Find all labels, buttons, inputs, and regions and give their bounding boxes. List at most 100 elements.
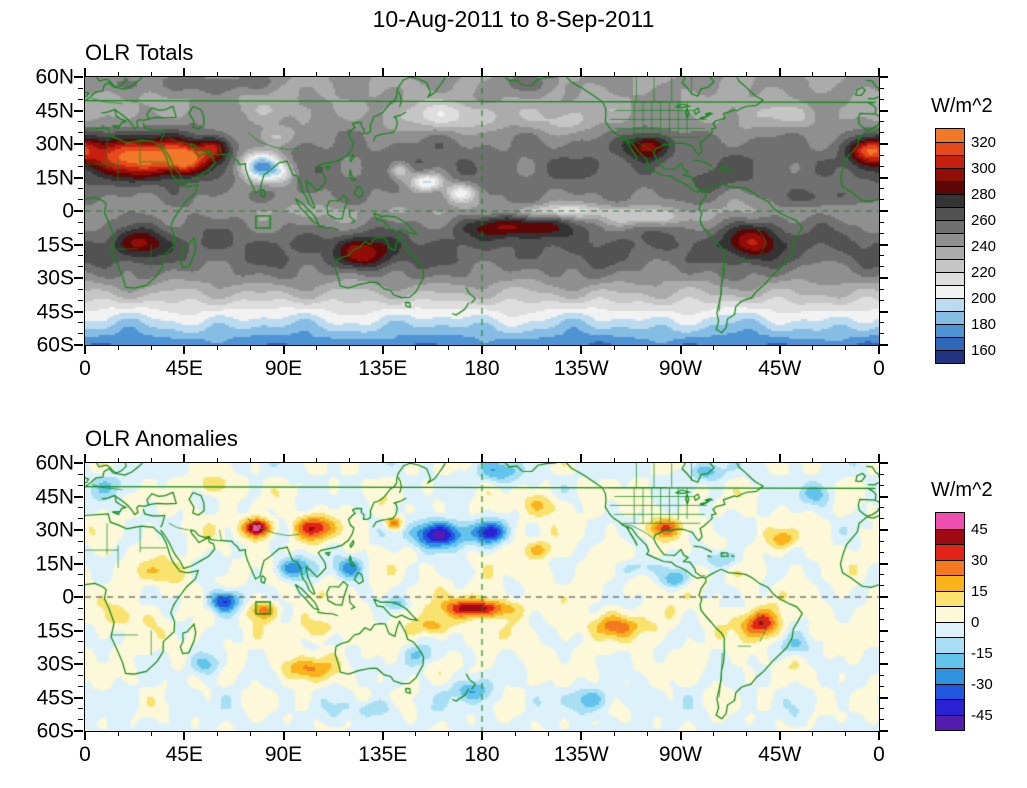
y-axis-tick <box>74 310 83 313</box>
x-axis-tick <box>84 345 86 354</box>
colorbar-box <box>936 233 964 246</box>
x-axis-tick <box>812 345 814 350</box>
x-axis-tick <box>613 345 615 350</box>
x-axis-tick <box>415 458 417 463</box>
x-axis-tick <box>183 68 186 77</box>
y-axis-tick <box>74 562 83 565</box>
y-axis-tick <box>78 288 83 290</box>
colorbar-box <box>936 194 964 207</box>
panel-title-olr-totals: OLR Totals <box>85 40 194 65</box>
x-axis-tick <box>415 731 417 736</box>
y-axis-tick <box>78 652 83 654</box>
x-tick-label: 135W <box>553 743 609 766</box>
y-axis-tick <box>879 299 884 301</box>
x-tick-label: 0 <box>873 743 885 766</box>
x-axis-tick <box>845 345 847 350</box>
x-tick-label: 135W <box>553 357 609 380</box>
colorbar-units-label: W/m^2 <box>931 95 993 117</box>
x-axis-tick <box>415 72 417 77</box>
colorbar-box <box>936 528 964 544</box>
y-axis-tick <box>78 299 83 301</box>
y-axis-tick <box>78 507 83 509</box>
y-axis-tick <box>78 199 83 201</box>
y-axis-tick <box>78 641 83 643</box>
colorbar-tick-label: 30 <box>971 551 988 569</box>
x-axis-tick <box>282 68 285 77</box>
colorbar-tick-label: 160 <box>971 342 997 359</box>
map-olr-totals: 60N 45N 30N 15N 0 15S 30S 45S 60S 0 45E 90E 135E 180 1… <box>35 67 888 379</box>
x-axis-tick <box>547 72 549 77</box>
y-axis-tick <box>879 165 884 167</box>
x-axis-tick <box>349 345 351 350</box>
colorbar-box <box>936 699 964 715</box>
x-axis-tick <box>448 345 450 350</box>
colorbar-box <box>936 129 964 142</box>
y-axis-tick <box>78 551 83 553</box>
x-axis-tick <box>150 458 152 463</box>
colorbar-box <box>936 513 964 529</box>
y-axis-tick <box>879 143 888 145</box>
colorbar-tick-label: 280 <box>971 186 997 203</box>
colorbar-tick-label: 220 <box>971 264 997 281</box>
x-axis-tick <box>84 731 86 740</box>
y-axis-tick <box>74 730 83 732</box>
x-axis-tick <box>481 68 483 77</box>
y-axis-tick <box>879 652 884 654</box>
x-axis-tick <box>878 731 880 740</box>
y-axis-tick <box>74 176 83 179</box>
colorbar-tick-label: 15 <box>971 582 988 600</box>
y-axis-tick <box>78 585 83 587</box>
y-axis-tick <box>879 288 884 290</box>
y-axis-tick <box>879 596 888 598</box>
y-axis-tick <box>78 719 83 721</box>
x-axis-tick <box>117 731 119 736</box>
y-axis-tick <box>78 333 83 335</box>
x-axis-tick <box>349 458 351 463</box>
x-tick-label: 180 <box>464 743 500 766</box>
y-axis-tick <box>74 495 83 498</box>
y-axis-tick <box>78 518 83 520</box>
y-axis-tick <box>879 199 884 201</box>
colorbar-box <box>936 606 964 622</box>
y-axis-tick <box>879 344 888 346</box>
y-tick-label: 45S <box>36 686 74 709</box>
colorbar-tick-label: 260 <box>971 212 997 229</box>
colorbar-tick-label: 180 <box>971 316 997 333</box>
x-tick-label: 45E <box>165 743 203 766</box>
x-axis-tick <box>448 72 450 77</box>
y-tick-label: 30S <box>36 652 74 676</box>
colorbar-box <box>936 272 964 285</box>
x-axis-tick <box>282 454 285 463</box>
y-axis-tick <box>78 607 83 609</box>
y-axis-tick <box>879 109 888 112</box>
y-axis-tick <box>74 529 83 531</box>
y-axis-tick <box>879 495 888 498</box>
x-tick-label: 45E <box>165 357 203 380</box>
x-axis-tick <box>646 731 648 736</box>
x-axis-tick <box>713 458 715 463</box>
y-axis-tick <box>879 462 888 464</box>
colorbar-box <box>936 142 964 155</box>
x-axis-tick <box>613 72 615 77</box>
x-axis-tick <box>349 72 351 77</box>
y-axis-tick <box>879 529 888 531</box>
y-axis-tick <box>879 551 884 553</box>
y-axis-tick <box>74 143 83 145</box>
y-axis-tick <box>74 696 83 699</box>
colorbar-box <box>936 246 964 259</box>
colorbar-box <box>936 714 964 730</box>
x-axis-tick <box>415 345 417 350</box>
x-axis-tick <box>216 731 218 736</box>
x-axis-tick <box>812 72 814 77</box>
x-axis-tick <box>381 68 384 77</box>
x-axis-tick <box>613 458 615 463</box>
colorbar-box <box>936 220 964 233</box>
x-axis-tick <box>646 345 648 350</box>
colorbar-tick-label: 240 <box>971 238 997 255</box>
x-axis-tick <box>547 731 549 736</box>
y-axis-tick <box>879 310 888 313</box>
y-axis-tick <box>78 188 83 190</box>
x-axis-tick <box>514 458 516 463</box>
x-axis-tick <box>183 454 186 463</box>
y-axis-tick <box>879 243 888 246</box>
